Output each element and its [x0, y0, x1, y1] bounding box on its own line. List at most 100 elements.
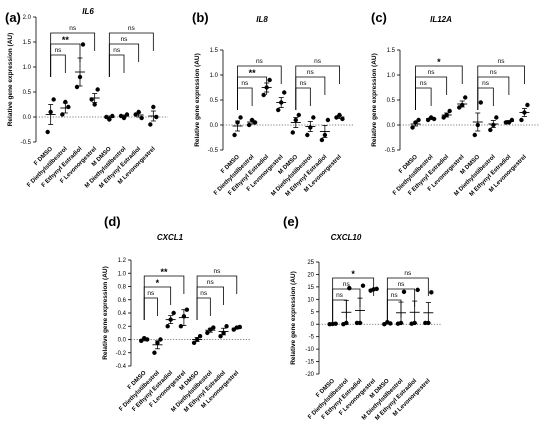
significance-label: * [156, 278, 160, 288]
significance-label: ns [113, 47, 121, 54]
significance-label: ns [307, 69, 315, 76]
significance-label: ns [241, 80, 249, 87]
data-point [148, 122, 153, 127]
data-point [165, 324, 170, 329]
panel-label: (d) [104, 214, 121, 229]
significance-label: ns [121, 36, 129, 43]
data-point [238, 115, 243, 120]
significance-bracket [415, 87, 432, 110]
data-point [92, 102, 97, 107]
y-tick-label: -5 [309, 335, 315, 341]
significance-label: * [351, 269, 355, 279]
y-tick-label: -20 [305, 372, 314, 378]
y-tick-label: -0.4 [116, 364, 127, 370]
data-point [211, 325, 216, 330]
significance-bracket [332, 299, 347, 322]
significance-label: ns [256, 58, 264, 65]
significance-bracket [50, 32, 96, 77]
chart-panel-2: (b) IL8 -0.5 0.0 0.5 1.0 1.5 Relative gene expr… [192, 10, 354, 198]
significance-bracket [295, 65, 340, 110]
data-point [184, 307, 190, 312]
significance-bracket [108, 32, 154, 77]
data-point [519, 117, 524, 123]
significance-bracket [237, 87, 253, 110]
data-point [80, 42, 86, 47]
y-tick-label: 0.0 [387, 123, 396, 129]
panel-title: IL12A [430, 15, 452, 24]
significance-bracket [386, 277, 429, 322]
significance-label: ns [490, 69, 498, 76]
y-axis-label: Relative gene expression (AU) [194, 53, 201, 147]
data-point [441, 115, 446, 120]
significance-label: ns [214, 268, 222, 275]
data-point [171, 310, 176, 316]
significance-bracket [237, 65, 282, 110]
data-point [205, 330, 210, 336]
data-point [472, 132, 477, 138]
significance-label: ns [300, 80, 308, 87]
data-point [340, 116, 345, 122]
data-point [267, 77, 272, 83]
y-tick-label: 1.0 [387, 73, 396, 79]
y-tick-label: 15 [307, 285, 314, 291]
y-tick-label: 1.5 [387, 48, 396, 54]
significance-label: ns [147, 290, 155, 297]
y-tick-label: 2.0 [23, 15, 32, 21]
panel-title: IL6 [82, 7, 94, 16]
panel-label: (a) [5, 10, 21, 25]
data-point [178, 324, 184, 329]
significance-bracket [477, 87, 494, 110]
data-point [139, 115, 144, 121]
chart-panel-3: (c) IL12A -0.5 0.0 0.5 1.0 1.5 Relative gene ex… [371, 10, 540, 198]
y-tick-label: 5 [311, 310, 315, 316]
significance-bracket [415, 65, 463, 110]
significance-bracket [196, 275, 238, 320]
data-point [282, 90, 287, 95]
y-tick-label: 0.2 [118, 324, 127, 330]
significance-label: ns [428, 69, 436, 76]
panel-title: CXCL10 [331, 233, 362, 242]
y-tick-label: 0.5 [210, 98, 219, 104]
significance-label: ns [207, 279, 215, 286]
data-point [429, 290, 434, 295]
significance-bracket [143, 275, 185, 320]
significance-bracket [386, 299, 402, 322]
data-point [95, 87, 100, 92]
significance-label: * [437, 57, 441, 67]
data-point [319, 137, 325, 143]
panel-label: (e) [283, 214, 299, 229]
y-axis-label: Relative gene expression (AU) [371, 53, 378, 147]
data-point [401, 289, 407, 295]
data-point [261, 92, 266, 98]
data-point [416, 117, 421, 123]
data-point [151, 104, 156, 110]
data-point [224, 324, 229, 329]
significance-label: ns [200, 290, 208, 297]
data-point [311, 115, 316, 120]
data-point [152, 350, 157, 355]
y-tick-label: 0.5 [387, 98, 396, 104]
panel-title: IL8 [256, 15, 268, 24]
data-point [463, 95, 468, 100]
significance-label: ns [69, 25, 77, 32]
y-axis-label: Relative gene expression (AU) [7, 33, 14, 127]
data-point [494, 115, 499, 120]
significance-label: ns [55, 47, 63, 54]
y-tick-label: 1.0 [23, 65, 32, 71]
data-point [478, 100, 483, 105]
y-tick-label: -0.5 [21, 140, 32, 146]
significance-bracket [332, 277, 375, 322]
y-tick-label: 1.5 [210, 48, 219, 54]
significance-label: ns [391, 292, 399, 299]
significance-bracket [50, 54, 66, 77]
y-tick-label: 1.2 [118, 258, 127, 264]
y-tick-label: -15 [305, 360, 314, 366]
y-tick-label: 0.4 [118, 311, 127, 317]
data-point [415, 287, 420, 293]
panel-title: CXCL1 [157, 233, 184, 242]
data-point [154, 114, 159, 120]
y-tick-label: 0 [311, 322, 315, 328]
data-point [74, 84, 80, 90]
significance-label: ns [336, 292, 344, 299]
y-tick-label: 1.0 [210, 73, 219, 79]
